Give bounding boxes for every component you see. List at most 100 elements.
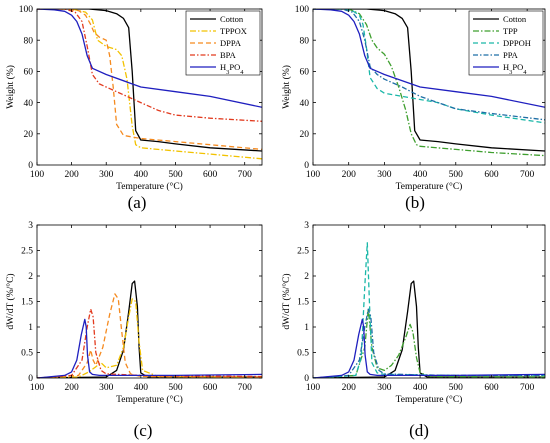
y-tick-label: 3 [304,221,309,231]
y-tick-label: 2.5 [21,247,33,257]
legend: Cotton TPPOX DPPA BPA H3PO4 [185,10,261,76]
plot-frame [312,8,546,166]
series-line-dppoh [313,242,545,378]
y-tick-label: 20 [24,130,34,140]
y-tick-label: 80 [300,36,310,46]
x-tick-label: 100 [306,383,321,393]
x-tick-label: 700 [238,383,253,393]
panel-label: (a) [128,193,147,212]
legend: Cotton TPP DPPOH PPA H3PO4 [468,10,544,76]
x-tick-label: 500 [449,170,464,180]
series-line-dppoh [313,9,545,124]
x-tick-label: 300 [99,383,114,393]
series-line-cotton [313,280,545,378]
y-tick-label: 1.5 [297,298,309,308]
x-axis-label: Temperature (°C) [396,394,463,405]
x-tick-label: 200 [342,170,357,180]
x-tick-label: 100 [306,170,321,180]
legend-label-cotton: Cotton [220,14,244,24]
y-tick-label: 40 [24,99,34,109]
y-tick-label: 0 [28,374,33,384]
y-tick-label: 0.5 [21,349,33,359]
x-tick-label: 300 [377,383,392,393]
series-line-tppox [37,298,262,378]
x-tick-label: 400 [413,170,428,180]
x-tick-label: 200 [342,383,357,393]
y-tick-label: 80 [24,36,34,46]
y-tick-label: 3 [28,221,33,231]
y-axis-label: Weight (%) [281,65,292,109]
x-tick-label: 600 [203,383,218,393]
panel-label: (c) [134,421,153,440]
panel-b: 100 200 300 400 500 600 700 0 20 40 60 80 100 Tempera… [281,5,546,212]
x-tick-label: 700 [520,170,535,180]
y-tick-label: 0 [28,161,33,171]
series-line-bpa [37,308,262,378]
series-line-ppa [313,9,545,121]
y-tick-label: 2 [28,272,33,282]
y-tick-label: 100 [19,5,34,15]
legend-label-bpa: BPA [220,50,237,60]
y-tick-label: 2.5 [297,247,309,257]
y-tick-label: 1 [28,323,33,333]
series-line-tpp [313,9,545,157]
series-line-h3po4 [313,9,545,108]
plot-frame [36,8,263,166]
x-axis-label: Temperature (°C) [116,394,183,405]
panel-c: 100 200 300 400 500 600 700 0 0.5 1 1.5 2 2.5 3 Temper… [5,221,263,440]
y-tick-label: 60 [300,68,310,78]
x-tick-label: 500 [449,383,464,393]
x-tick-label: 400 [134,383,149,393]
legend-label-tppox: TPPOX [220,26,247,36]
series-line-h3po4 [313,318,545,378]
legend-label-tpp: TPP [503,26,518,36]
x-tick-label: 100 [30,383,45,393]
y-axis-label: dW/dT (%/°C) [5,273,16,329]
series-line-dppa [37,293,262,378]
series-line-h3po4 [37,9,262,108]
panel-a: 100 200 300 400 500 600 700 0 20 40 60 80 100 Tempera… [5,5,263,212]
y-axis-label: dW/dT (%/°C) [281,273,292,329]
x-tick-label: 100 [30,170,45,180]
x-tick-label: 300 [377,170,392,180]
legend-label-dppoh: DPPOH [503,38,531,48]
y-tick-label: 40 [300,99,310,109]
legend-label-ppa: PPA [503,50,519,60]
panel-label: (b) [405,193,425,212]
x-tick-label: 400 [413,383,428,393]
y-tick-label: 2 [304,272,309,282]
x-axis-label: Temperature (°C) [396,181,463,192]
legend-label-h3po4: H3PO4 [503,62,527,76]
y-tick-label: 0 [304,161,309,171]
y-tick-label: 1 [304,323,309,333]
legend-label-dppa: DPPA [220,38,242,48]
y-tick-label: 1.5 [21,298,33,308]
x-tick-label: 700 [520,383,535,393]
x-tick-label: 700 [238,170,253,180]
series-line-cotton [37,280,262,378]
x-tick-label: 500 [168,383,183,393]
plot-frame [36,224,263,379]
y-tick-label: 0 [304,374,309,384]
y-tick-label: 0.5 [297,349,309,359]
x-tick-label: 400 [134,170,149,180]
series-line-dppa [37,9,262,151]
x-axis-label: Temperature (°C) [116,181,183,192]
series-line-tpp [313,308,545,378]
legend-label-h3po4: H3PO4 [220,62,244,76]
x-tick-label: 600 [484,170,499,180]
x-tick-label: 200 [64,170,79,180]
x-tick-label: 600 [203,170,218,180]
series-line-h3po4 [37,318,262,378]
y-tick-label: 60 [24,68,34,78]
y-tick-label: 100 [295,5,310,15]
x-tick-label: 600 [484,383,499,393]
plot-frame [312,224,546,379]
panel-d: 100 200 300 400 500 600 700 0 0.5 1 1.5 2 2.5 3 Temper… [281,221,546,440]
series-line-ppa [313,308,545,378]
y-tick-label: 20 [300,130,310,140]
series-line-bpa [37,9,262,122]
x-tick-label: 300 [99,170,114,180]
x-tick-label: 200 [64,383,79,393]
